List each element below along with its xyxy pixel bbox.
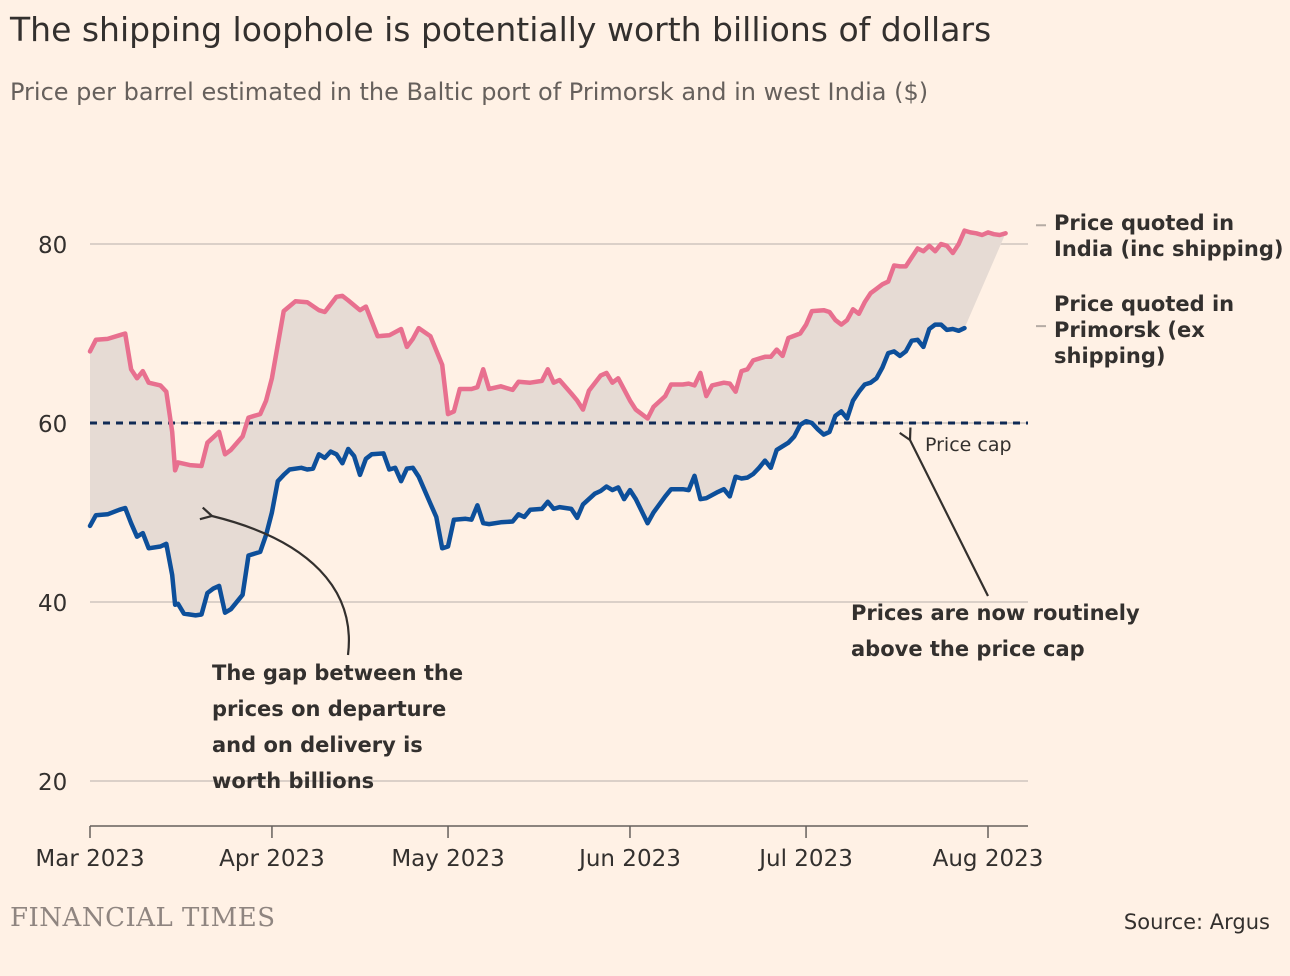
- y-tick-label: 80: [38, 233, 67, 259]
- legend-connectors: [1036, 224, 1046, 328]
- source-note: Source: Argus: [1123, 910, 1270, 934]
- x-tick-label: Jun 2023: [577, 846, 681, 872]
- price-cap-label: Price cap: [925, 434, 1012, 456]
- gap-annotation-arrow: [212, 516, 350, 656]
- gap-annotation: The gap between the prices on departure …: [212, 661, 464, 793]
- ft-logo: FINANCIAL TIMES: [10, 903, 276, 933]
- cap-annotation-arrow: [910, 440, 989, 597]
- x-tick-label: May 2023: [391, 846, 504, 872]
- x-tick-label: Aug 2023: [933, 846, 1044, 872]
- chart-subtitle: Price per barrel estimated in the Baltic…: [10, 78, 929, 106]
- y-tick-label: 60: [38, 412, 67, 438]
- x-tick-label: Mar 2023: [35, 846, 144, 872]
- annotation-arrows: [212, 440, 989, 656]
- legend-label-india: Price quoted in India (inc shipping): [1054, 211, 1284, 261]
- x-axis: Mar 2023 Apr 2023 May 2023 Jun 2023 Jul 2023…: [35, 825, 1044, 872]
- y-tick-label: 20: [38, 770, 67, 796]
- x-tick-label: Apr 2023: [219, 846, 325, 872]
- series-line-india: [87, 228, 1008, 473]
- series-line-primorsk: [87, 322, 967, 618]
- legend-label-primorsk: Price quoted in Primorsk (ex shipping): [1054, 292, 1235, 368]
- above-cap-annotation: Prices are now routinely above the price…: [851, 601, 1140, 661]
- x-tick-label: Jul 2023: [757, 846, 853, 872]
- chart-title: The shipping loophole is potentially wor…: [10, 10, 992, 49]
- y-tick-label: 40: [38, 591, 67, 617]
